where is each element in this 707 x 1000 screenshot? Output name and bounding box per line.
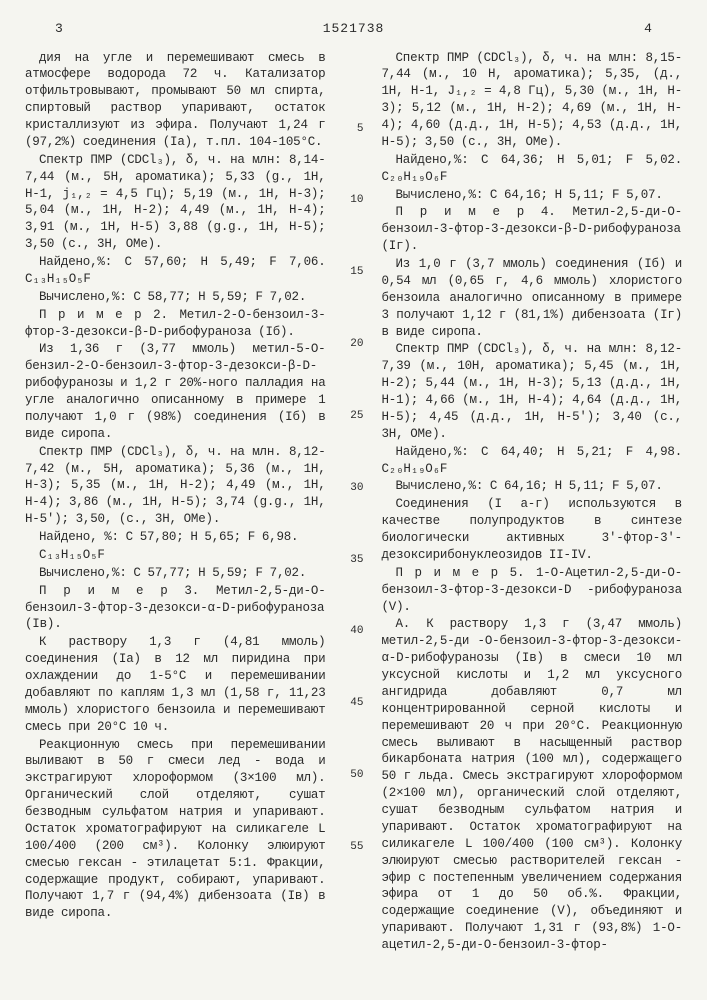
paragraph: Найдено,%: C 64,40; H 5,21; F 4,98. C₂₀H… <box>382 444 683 478</box>
line-number-gutter: 5 10 15 20 25 30 35 40 45 50 55 <box>344 50 364 955</box>
paragraph: А. К раствору 1,3 г (3,47 ммоль) метил-2… <box>382 616 683 954</box>
paragraph: Найдено,%: C 64,36; H 5,01; F 5,02. C₂₀H… <box>382 152 683 186</box>
paragraph: Вычислено,%: C 64,16; H 5,11; F 5,07. <box>382 478 683 495</box>
paragraph: C₁₃H₁₅O₅F <box>25 547 326 564</box>
paragraph: Найдено,%: C 57,60; H 5,49; F 7,06. C₁₃H… <box>25 254 326 288</box>
line-number: 25 <box>344 409 364 424</box>
paragraph: Реакционную смесь при перемешивании выли… <box>25 737 326 923</box>
page-header: 3 1521738 4 <box>25 20 682 38</box>
line-number: 40 <box>344 624 364 639</box>
paragraph: Спектр ПМР (CDCl₃), δ, ч. на млн: 8,14-7… <box>25 152 326 253</box>
line-number: 35 <box>344 553 364 568</box>
page-number-right: 4 <box>644 20 652 38</box>
line-number: 10 <box>344 193 364 208</box>
paragraph: Спектр ПМР (CDCl₃), δ, ч. на млн: 8,15-7… <box>382 50 683 151</box>
paragraph: Вычислено,%: C 58,77; H 5,59; F 7,02. <box>25 289 326 306</box>
paragraph: Спектр ПМР (CDCl₃), δ, ч. на млн. 8,12-7… <box>25 444 326 528</box>
paragraph: П р и м е р 5. 1-O-Ацетил-2,5-ди-O-бензо… <box>382 565 683 616</box>
paragraph: Из 1,0 г (3,7 ммоль) соединения (Iб) и 0… <box>382 256 683 340</box>
text-columns: дия на угле и перемешивают смесь в атмос… <box>25 50 682 955</box>
line-number: 50 <box>344 768 364 783</box>
paragraph: К раствору 1,3 г (4,81 ммоль) соединения… <box>25 634 326 735</box>
right-column: Спектр ПМР (CDCl₃), δ, ч. на млн: 8,15-7… <box>382 50 683 955</box>
page-number-left: 3 <box>55 20 63 38</box>
line-number: 30 <box>344 481 364 496</box>
paragraph: Соединения (I а-г) используются в качест… <box>382 496 683 564</box>
paragraph: Спектр ПМР (CDCl₃), δ, ч. на млн: 8,12-7… <box>382 341 683 442</box>
paragraph: П р и м е р 4. Метил-2,5-ди-O-бензоил-3-… <box>382 204 683 255</box>
left-column: дия на угле и перемешивают смесь в атмос… <box>25 50 326 955</box>
paragraph: Найдено, %: C 57,80; H 5,65; F 6,98. <box>25 529 326 546</box>
line-number: 20 <box>344 337 364 352</box>
paragraph: П р и м е р 3. Метил-2,5-ди-O-бензоил-3-… <box>25 583 326 634</box>
line-number: 45 <box>344 696 364 711</box>
paragraph: Вычислено,%: C 57,77; H 5,59; F 7,02. <box>25 565 326 582</box>
document-number: 1521738 <box>323 20 385 38</box>
paragraph: Вычислено,%: C 64,16; H 5,11; F 5,07. <box>382 187 683 204</box>
line-number: 55 <box>344 840 364 855</box>
line-number: 15 <box>344 265 364 280</box>
paragraph: П р и м е р 2. Метил-2-O-бензоил-3-фтор-… <box>25 307 326 341</box>
paragraph: дия на угле и перемешивают смесь в атмос… <box>25 50 326 151</box>
line-number: 5 <box>344 122 364 137</box>
paragraph: Из 1,36 г (3,77 ммоль) метил-5-O-бензил-… <box>25 341 326 442</box>
